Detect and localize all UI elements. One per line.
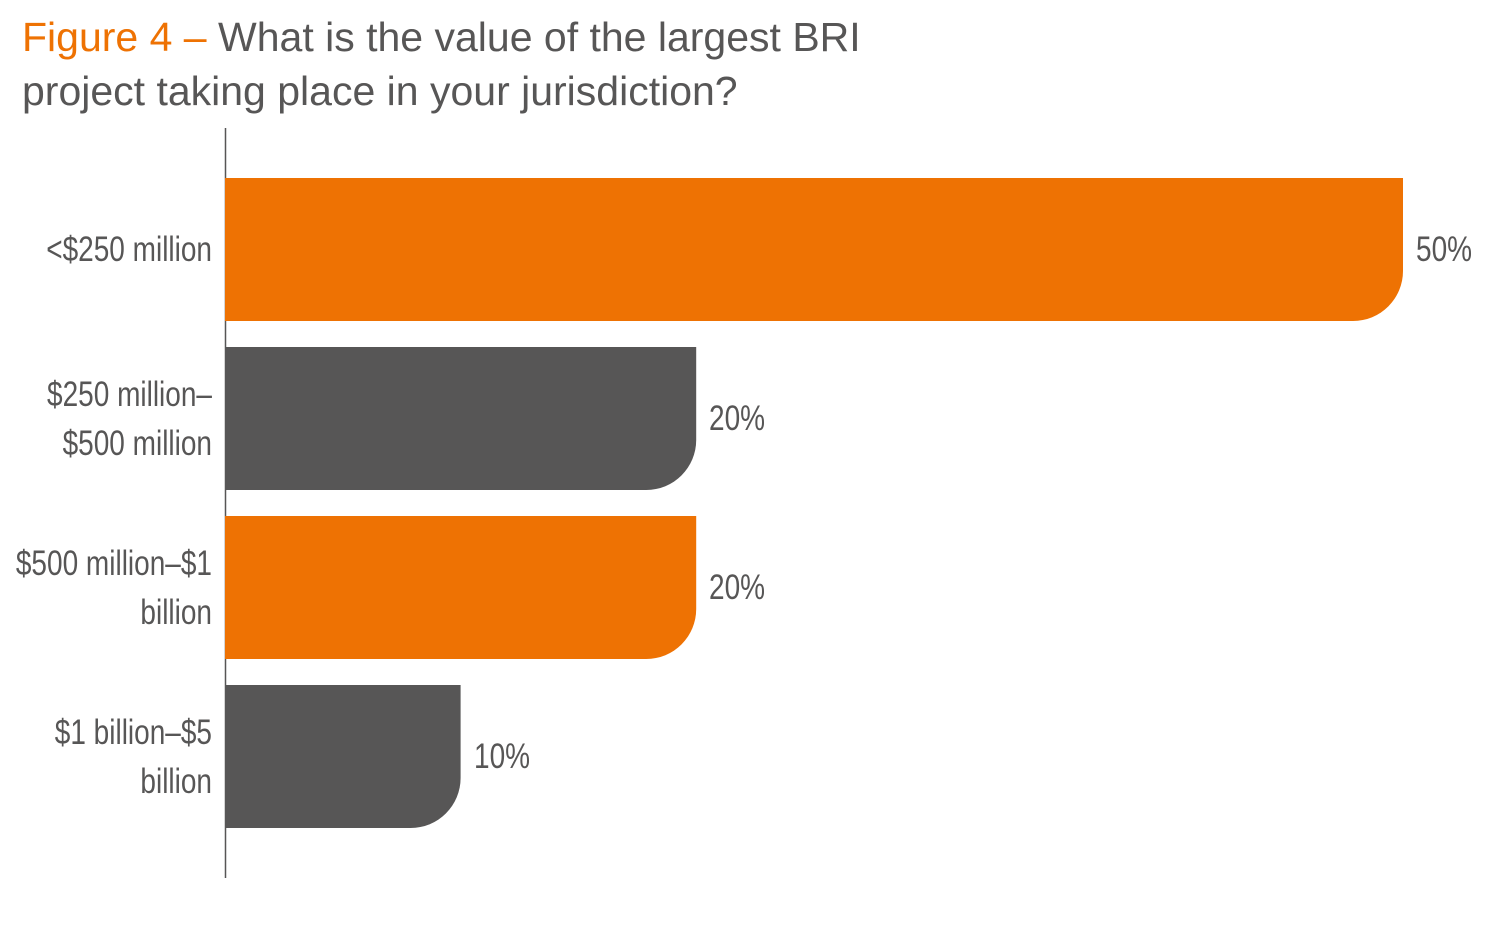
value-label: 20% — [709, 567, 766, 607]
y-tick-label: $250 million–$500 million — [47, 374, 213, 463]
chart-title-block: Figure 4 – What is the value of the larg… — [22, 10, 922, 118]
y-tick-label: <$250 million — [46, 230, 212, 269]
bar — [225, 347, 697, 490]
figure-label: Figure 4 – — [22, 14, 207, 60]
value-label: 10% — [473, 736, 530, 776]
chart-title: What is the value of the largest BRI pro… — [22, 14, 861, 114]
bar — [225, 685, 461, 828]
bar — [225, 178, 1403, 321]
y-tick-label: $1 billion–$5 billion — [54, 712, 212, 801]
bar — [225, 516, 697, 659]
y-tick-label: $500 million–$1 billion — [15, 543, 212, 632]
value-label: 50% — [1416, 229, 1473, 269]
value-label: 20% — [709, 398, 766, 438]
